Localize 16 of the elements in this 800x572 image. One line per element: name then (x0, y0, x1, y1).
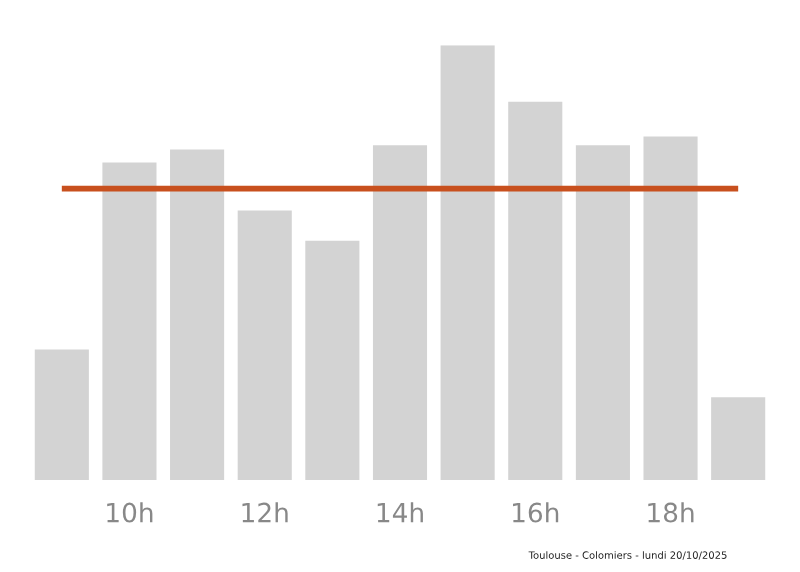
bar (102, 162, 157, 480)
bar (643, 136, 698, 480)
x-tick-label: 14h (377, 502, 423, 523)
x-tick-label: 10h (107, 502, 153, 523)
bar (237, 210, 292, 480)
bar (711, 397, 766, 480)
bar (305, 240, 360, 480)
x-tick-label: 12h (242, 502, 288, 523)
x-tick-label: 16h (513, 502, 559, 523)
x-tick-label: 18h (648, 502, 694, 523)
bar (440, 45, 495, 480)
bar (508, 101, 563, 480)
bar (575, 145, 630, 480)
bar (34, 349, 89, 480)
bar (372, 145, 428, 480)
bar (170, 149, 225, 480)
